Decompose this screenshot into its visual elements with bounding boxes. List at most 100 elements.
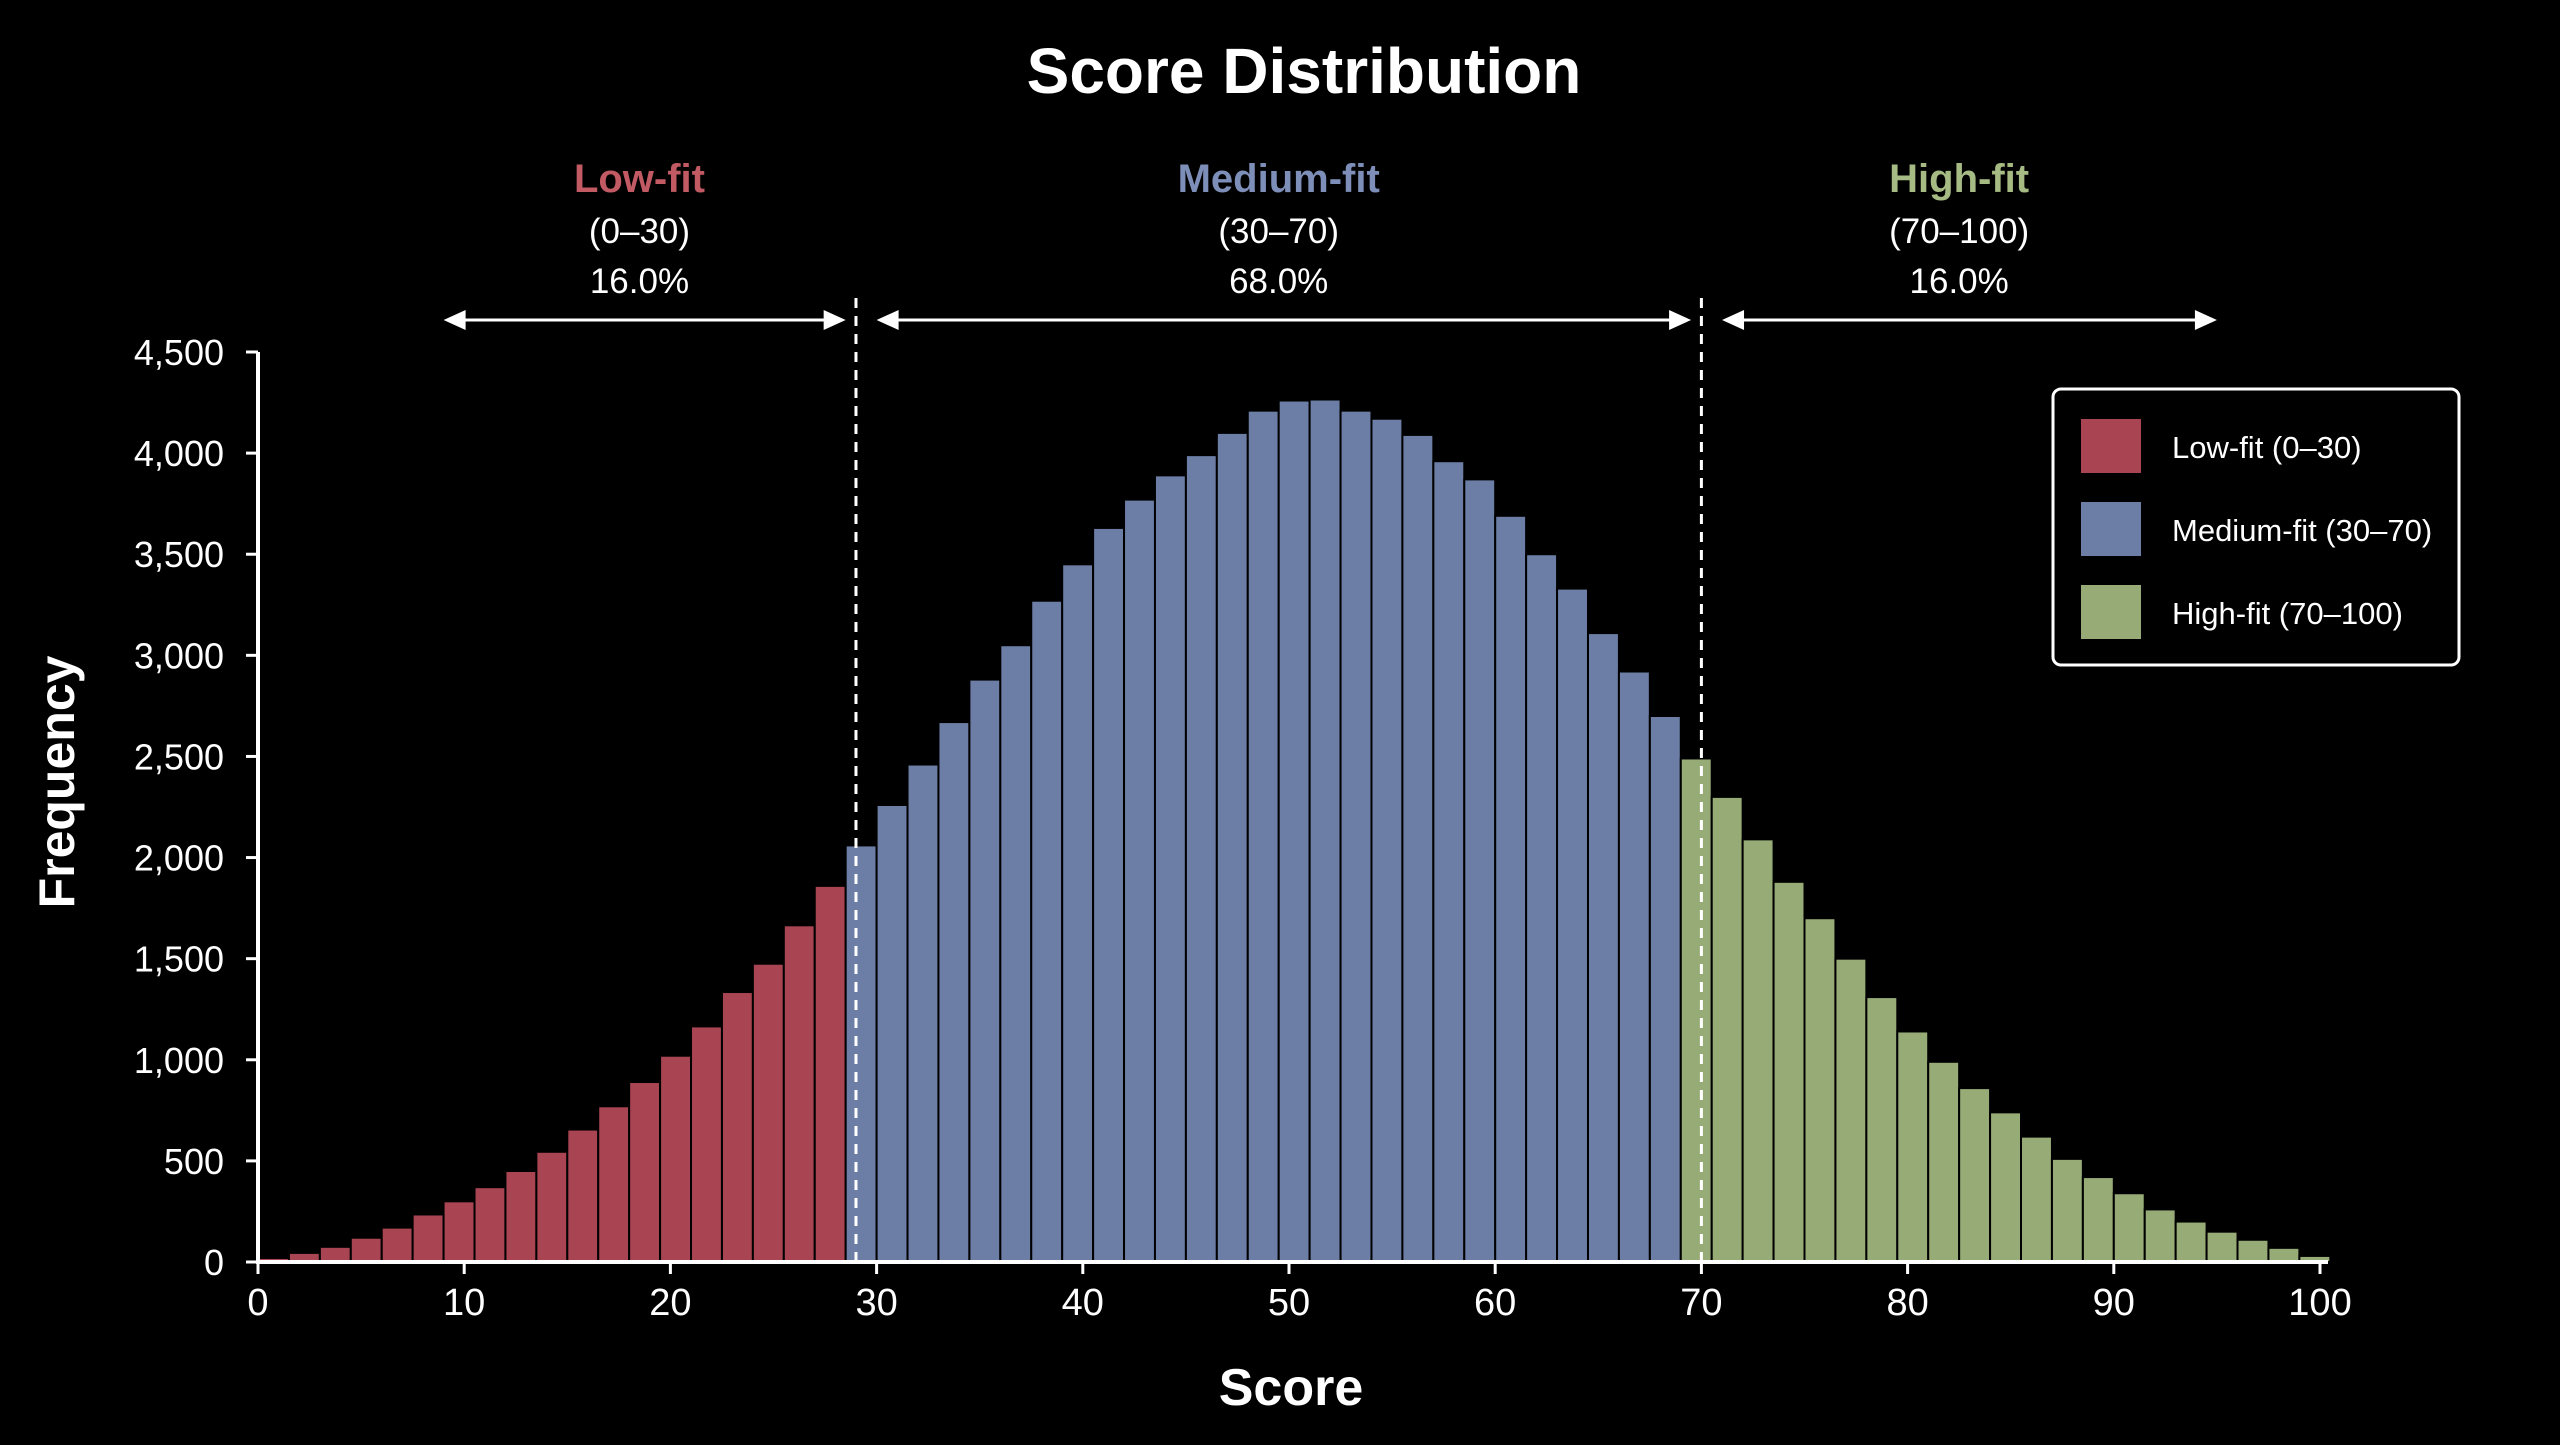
bar-medium-2 xyxy=(906,763,940,1264)
bar-medium-22 xyxy=(1525,553,1559,1263)
bar-high-13 xyxy=(2081,1176,2115,1263)
region-name: High-fit xyxy=(1889,157,2029,201)
legend-items: Low-fit (0–30) Medium-fit (30–70) High-fit… xyxy=(2081,419,2432,639)
region-arrow-head-right xyxy=(823,310,846,330)
bar-low-9 xyxy=(535,1150,569,1264)
bar-medium-1 xyxy=(875,803,909,1263)
bar-medium-23 xyxy=(1556,587,1589,1263)
x-tick-label: 80 xyxy=(1886,1282,1928,1324)
bar-medium-26 xyxy=(1648,715,1682,1263)
region-arrow-head-left xyxy=(1722,310,1745,330)
y-tick-label: 1,000 xyxy=(134,1040,224,1081)
bar-high-19 xyxy=(2267,1246,2301,1263)
region-arrow-head-right xyxy=(1669,310,1692,330)
bar-high-8 xyxy=(1927,1060,1961,1264)
y-tick-label: 3,500 xyxy=(134,534,224,575)
bar-medium-13 xyxy=(1246,409,1280,1263)
y-tick-label: 4,500 xyxy=(134,332,224,373)
region-range: (70–100) xyxy=(1889,212,2029,251)
y-tick-label: 3,000 xyxy=(134,635,224,676)
bar-high-4 xyxy=(1803,917,1837,1263)
legend-box xyxy=(2051,387,2461,667)
region-annotations: Low-fit (0–30) 16.0% Medium-fit (30–70) 68.0%… xyxy=(443,157,2217,330)
bar-high-7 xyxy=(1896,1030,1930,1263)
bar-medium-15 xyxy=(1308,398,1342,1263)
bar-medium-12 xyxy=(1215,431,1249,1263)
x-tick-label: 90 xyxy=(2093,1282,2135,1324)
bar-low-18 xyxy=(813,884,847,1263)
y-tick-label: 500 xyxy=(164,1141,224,1182)
bar-high-16 xyxy=(2174,1220,2208,1264)
bar-high-0 xyxy=(1679,757,1713,1263)
bar-medium-24 xyxy=(1586,632,1620,1263)
x-tick-label: 10 xyxy=(443,1282,485,1324)
bar-high-15 xyxy=(2143,1208,2177,1264)
bar-low-14 xyxy=(690,1025,723,1264)
x-tick-label: 0 xyxy=(247,1282,268,1324)
bar-low-10 xyxy=(566,1128,600,1264)
chart-title: Score Distribution xyxy=(1027,35,1582,107)
region-name: Low-fit xyxy=(574,157,705,201)
bar-medium-3 xyxy=(937,721,971,1263)
histogram-bars xyxy=(257,398,2332,1264)
bar-low-4 xyxy=(380,1226,414,1263)
bar-low-13 xyxy=(659,1054,693,1263)
bar-low-5 xyxy=(411,1213,445,1263)
bar-medium-11 xyxy=(1184,454,1218,1263)
legend-label: Low-fit (0–30) xyxy=(2172,430,2362,465)
bar-high-18 xyxy=(2236,1238,2270,1264)
bar-medium-6 xyxy=(1030,599,1064,1263)
region-annotation-2: High-fit (70–100) 16.0% xyxy=(1722,157,2217,330)
y-tick-label: 2,500 xyxy=(134,736,224,777)
legend-entry-high: High-fit (70–100) xyxy=(2081,585,2403,639)
legend-entry-medium: Medium-fit (30–70) xyxy=(2081,502,2432,556)
bar-high-2 xyxy=(1741,838,1775,1263)
axes xyxy=(256,352,2328,1264)
bar-low-15 xyxy=(720,991,754,1264)
bar-high-3 xyxy=(1772,880,1806,1263)
bar-medium-0 xyxy=(844,844,878,1263)
legend-swatch xyxy=(2081,502,2141,556)
bar-high-17 xyxy=(2205,1230,2239,1264)
x-tick-label: 50 xyxy=(1268,1282,1310,1324)
region-percent: 16.0% xyxy=(1910,262,2009,301)
region-range: (0–30) xyxy=(589,212,690,251)
legend-label: High-fit (70–100) xyxy=(2172,596,2403,631)
bar-high-9 xyxy=(1958,1087,1992,1263)
bar-medium-21 xyxy=(1494,514,1528,1263)
region-annotation-1: Medium-fit (30–70) 68.0% xyxy=(876,157,1692,330)
bar-low-8 xyxy=(504,1170,538,1263)
series-medium xyxy=(844,398,1682,1264)
y-axis-label: Frequency xyxy=(29,655,85,908)
bar-medium-17 xyxy=(1370,417,1404,1264)
y-axis-ticks: 0 500 1,000 1,500 2,000 2,500 3,000 3,500 4,000 4… xyxy=(134,332,258,1283)
region-arrow-head-left xyxy=(876,310,899,330)
bar-low-11 xyxy=(597,1105,631,1264)
bar-medium-9 xyxy=(1123,498,1156,1263)
bar-medium-5 xyxy=(999,644,1033,1263)
legend-swatch xyxy=(2081,585,2141,639)
region-percent: 16.0% xyxy=(590,262,689,301)
legend-label: Medium-fit (30–70) xyxy=(2172,513,2432,548)
region-percent: 68.0% xyxy=(1229,262,1328,301)
bar-low-16 xyxy=(751,962,785,1263)
bar-medium-14 xyxy=(1277,399,1311,1263)
legend-swatch xyxy=(2081,419,2141,473)
x-tick-label: 100 xyxy=(2288,1282,2351,1324)
bar-medium-7 xyxy=(1061,563,1095,1263)
region-arrow-head-left xyxy=(443,310,466,330)
legend-entry-low: Low-fit (0–30) xyxy=(2081,419,2362,473)
bar-medium-8 xyxy=(1092,526,1126,1263)
x-axis-label: Score xyxy=(1219,1359,1364,1417)
x-tick-label: 30 xyxy=(855,1282,897,1324)
bar-medium-25 xyxy=(1617,670,1651,1263)
x-tick-label: 60 xyxy=(1474,1282,1516,1324)
x-tick-label: 40 xyxy=(1062,1282,1104,1324)
series-low xyxy=(257,884,847,1264)
bar-medium-16 xyxy=(1339,409,1373,1263)
bar-high-6 xyxy=(1865,996,1899,1264)
region-name: Medium-fit xyxy=(1178,157,1380,201)
bar-high-1 xyxy=(1710,795,1744,1263)
x-tick-label: 20 xyxy=(649,1282,691,1324)
